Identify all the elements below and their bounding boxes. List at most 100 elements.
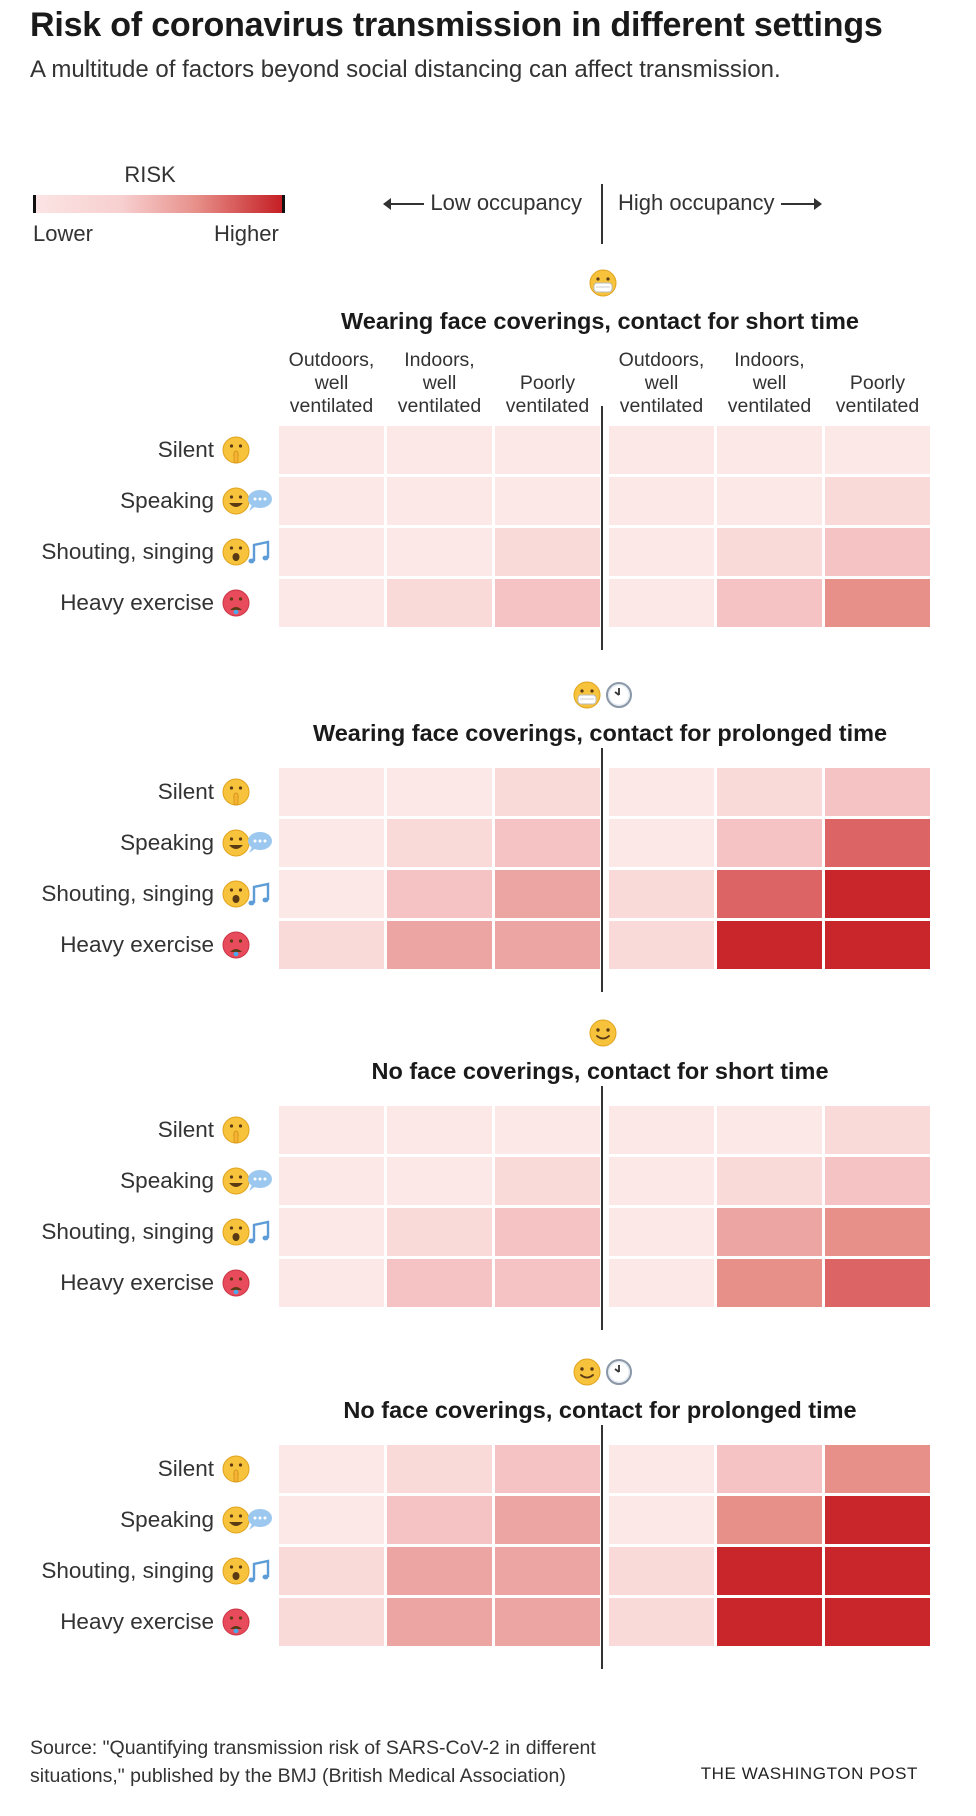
- heatmap-cell: [387, 1547, 492, 1595]
- heatmap-cell: [387, 1208, 492, 1256]
- hot-face-icon: [222, 1269, 250, 1297]
- mask-icon: [589, 269, 617, 297]
- heatmap-cell: [609, 1445, 714, 1493]
- occupancy-divider: [601, 406, 603, 650]
- heatmap-cell: [717, 1259, 822, 1307]
- smile-icon: [573, 1358, 601, 1386]
- heatmap-cell: [609, 1208, 714, 1256]
- heatmap-cell: [495, 921, 600, 969]
- heatmap-cell: [387, 819, 492, 867]
- panel-icons: [540, 268, 666, 298]
- row-icon: [222, 535, 274, 569]
- clock-icon: [606, 682, 632, 708]
- shush-face-icon: [222, 1116, 250, 1144]
- shush-face-icon: [222, 1455, 250, 1483]
- heatmap-cell: [279, 426, 384, 474]
- row-icon: [222, 928, 274, 962]
- shush-face-icon: [222, 778, 250, 806]
- heatmap-cell: [825, 870, 930, 918]
- row-label: Speaking: [120, 1168, 214, 1193]
- heatmap-cell: [279, 1598, 384, 1646]
- heatmap-cell: [387, 870, 492, 918]
- heatmap-cell: [717, 1208, 822, 1256]
- row-label: Heavy exercise: [60, 932, 214, 957]
- heatmap-cell: [825, 528, 930, 576]
- heatmap-cell: [717, 768, 822, 816]
- hot-face-icon: [222, 931, 250, 959]
- row-icon: [222, 1605, 274, 1639]
- heatmap-cell: [387, 1157, 492, 1205]
- mask-icon: [573, 681, 601, 709]
- heatmap-cell: [495, 819, 600, 867]
- row-icon: [222, 1215, 274, 1249]
- panel-icons: [540, 680, 666, 710]
- singing-face-icon: [222, 538, 270, 566]
- column-header: Poorly ventilated: [835, 372, 920, 417]
- heatmap-cell: [717, 1598, 822, 1646]
- row-label: Silent: [157, 779, 214, 804]
- speaking-face-icon: [222, 1167, 272, 1195]
- heatmap-cell: [825, 579, 930, 627]
- panel-icons: [540, 1018, 666, 1048]
- heatmap-cell: [279, 1157, 384, 1205]
- heatmap-cell: [609, 768, 714, 816]
- row-label: Shouting, singing: [41, 1558, 214, 1583]
- heatmap-cell: [825, 1547, 930, 1595]
- heatmap-cell: [609, 528, 714, 576]
- heatmap-cell: [387, 1598, 492, 1646]
- occupancy-divider: [601, 1086, 603, 1330]
- heatmap-cell: [279, 921, 384, 969]
- heatmap-cell: [387, 921, 492, 969]
- row-icon: [222, 586, 274, 620]
- speaking-face-icon: [222, 829, 272, 857]
- heatmap-cell: [279, 870, 384, 918]
- heatmap-cell: [495, 1106, 600, 1154]
- row-icon: [222, 1113, 274, 1147]
- row-label: Shouting, singing: [41, 1219, 214, 1244]
- heatmap-cell: [495, 1208, 600, 1256]
- speaking-face-icon: [222, 1506, 272, 1534]
- high-occupancy-label: High occupancy: [618, 190, 827, 216]
- legend-title: RISK: [124, 162, 176, 187]
- row-label: Heavy exercise: [60, 1609, 214, 1634]
- heatmap-cell: [717, 1157, 822, 1205]
- row-icon: [222, 826, 274, 860]
- heatmap-cell: [387, 579, 492, 627]
- heatmap-cell: [609, 870, 714, 918]
- column-header: Indoors, well ventilated: [397, 349, 482, 417]
- heatmap-cell: [825, 426, 930, 474]
- heatmap-cell: [495, 1598, 600, 1646]
- heatmap-cell: [609, 921, 714, 969]
- row-label: Shouting, singing: [41, 539, 214, 564]
- heatmap-cell: [609, 1157, 714, 1205]
- heatmap-cell: [387, 1445, 492, 1493]
- heatmap-cell: [279, 477, 384, 525]
- heatmap-cell: [495, 528, 600, 576]
- heatmap-cell: [279, 1208, 384, 1256]
- heatmap-cell: [387, 1106, 492, 1154]
- column-headers: Outdoors, well ventilated Indoors, well v…: [279, 349, 925, 419]
- row-icon: [222, 1266, 274, 1300]
- panel-title: No face coverings, contact for prolonged…: [343, 1397, 857, 1423]
- row-icon: [222, 1164, 274, 1198]
- heatmap-cell: [717, 870, 822, 918]
- panel-title: Wearing face coverings, contact for shor…: [341, 308, 859, 334]
- heatmap-cell: [495, 870, 600, 918]
- shush-face-icon: [222, 436, 250, 464]
- heatmap-cell: [825, 1496, 930, 1544]
- heatmap-cell: [387, 426, 492, 474]
- heatmap-cell: [387, 1259, 492, 1307]
- heatmap-cell: [825, 768, 930, 816]
- heatmap-cell: [825, 1208, 930, 1256]
- heatmap-cell: [825, 1598, 930, 1646]
- heatmap-cell: [717, 477, 822, 525]
- row-label: Speaking: [120, 1507, 214, 1532]
- heatmap-cell: [717, 1106, 822, 1154]
- heatmap-cell: [609, 819, 714, 867]
- heatmap-cell: [717, 426, 822, 474]
- row-label: Silent: [157, 437, 214, 462]
- heatmap-cell: [609, 579, 714, 627]
- heatmap-cell: [609, 1547, 714, 1595]
- heatmap-cell: [279, 1445, 384, 1493]
- heatmap-cell: [279, 579, 384, 627]
